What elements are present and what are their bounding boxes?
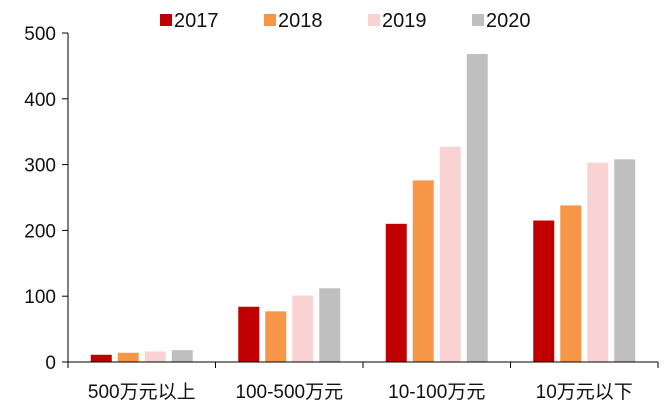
x-category-label: 10万元以下	[536, 382, 633, 403]
x-category-label: 10-100万元	[388, 382, 485, 403]
bar-2018-0	[117, 352, 139, 362]
bar-2018-3	[560, 205, 582, 362]
y-tick-label: 400	[24, 90, 56, 111]
y-tick-label: 300	[24, 156, 56, 177]
bars	[90, 54, 636, 362]
legend-swatch-2018	[264, 14, 276, 26]
legend-label-2018: 2018	[278, 10, 323, 32]
bar-2019-2	[439, 146, 461, 362]
axes	[67, 33, 659, 368]
bar-2017-0	[90, 354, 112, 362]
bar-2020-1	[319, 288, 341, 362]
y-axis-ticks: 0 100 200 300 400 500	[24, 24, 68, 374]
bar-2020-0	[171, 350, 193, 362]
bar-2017-3	[533, 220, 555, 362]
bar-2017-1	[238, 306, 260, 362]
bar-2020-3	[614, 159, 636, 362]
bar-2019-3	[587, 162, 609, 362]
y-tick-label: 100	[24, 287, 56, 308]
x-category-label: 500万元以上	[88, 381, 196, 403]
bar-2019-1	[292, 295, 314, 362]
legend-swatch-2020	[472, 14, 484, 26]
legend-swatch-2017	[160, 14, 172, 26]
x-axis-labels: 500万元以上 100-500万元 10-100万元 10万元以下	[88, 381, 633, 403]
bar-2017-2	[385, 223, 407, 362]
bar-2018-2	[412, 180, 434, 362]
legend: 2017 2018 2019 2020	[160, 10, 531, 32]
legend-label-2020: 2020	[486, 10, 531, 32]
y-tick-label: 500	[24, 24, 56, 45]
x-category-label: 100-500万元	[235, 382, 343, 403]
legend-label-2019: 2019	[382, 10, 427, 32]
bar-2018-1	[265, 311, 287, 362]
y-tick-label: 200	[24, 221, 56, 242]
bar-2019-0	[144, 351, 166, 362]
bar-2020-2	[466, 54, 488, 362]
legend-swatch-2019	[368, 14, 380, 26]
y-tick-label: 0	[45, 353, 56, 374]
legend-label-2017: 2017	[174, 10, 219, 32]
